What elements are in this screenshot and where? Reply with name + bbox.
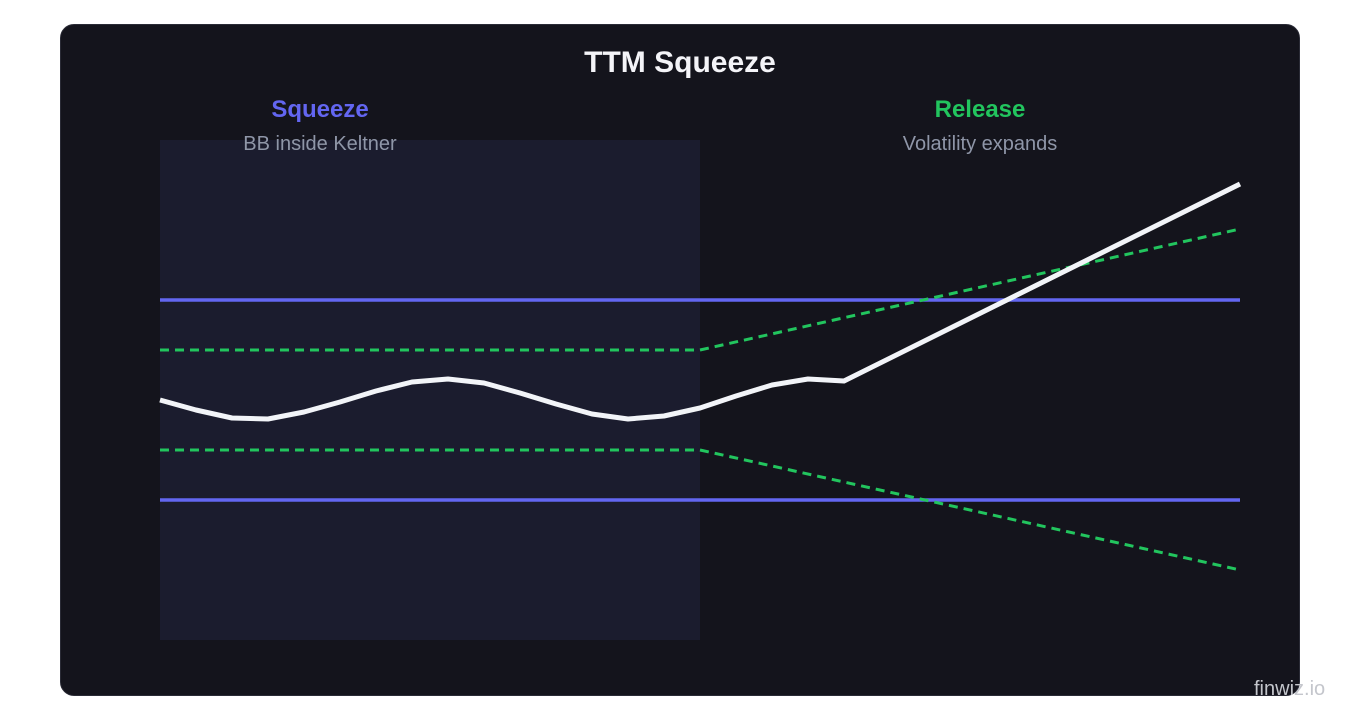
release-heading: Release (934, 96, 1026, 123)
bollinger-upper-line (160, 227, 1241, 352)
watermark: finwiz.io (1254, 678, 1326, 700)
bollinger-lower-line (160, 448, 1241, 572)
release-subtitle: Volatility expands (902, 133, 1058, 155)
price-line (159, 181, 1242, 422)
page-title: TTM Squeeze (584, 46, 776, 79)
squeeze-subtitle: BB inside Keltner (243, 133, 397, 155)
squeeze-zone (160, 140, 700, 640)
squeeze-heading: Squeeze (271, 96, 369, 123)
